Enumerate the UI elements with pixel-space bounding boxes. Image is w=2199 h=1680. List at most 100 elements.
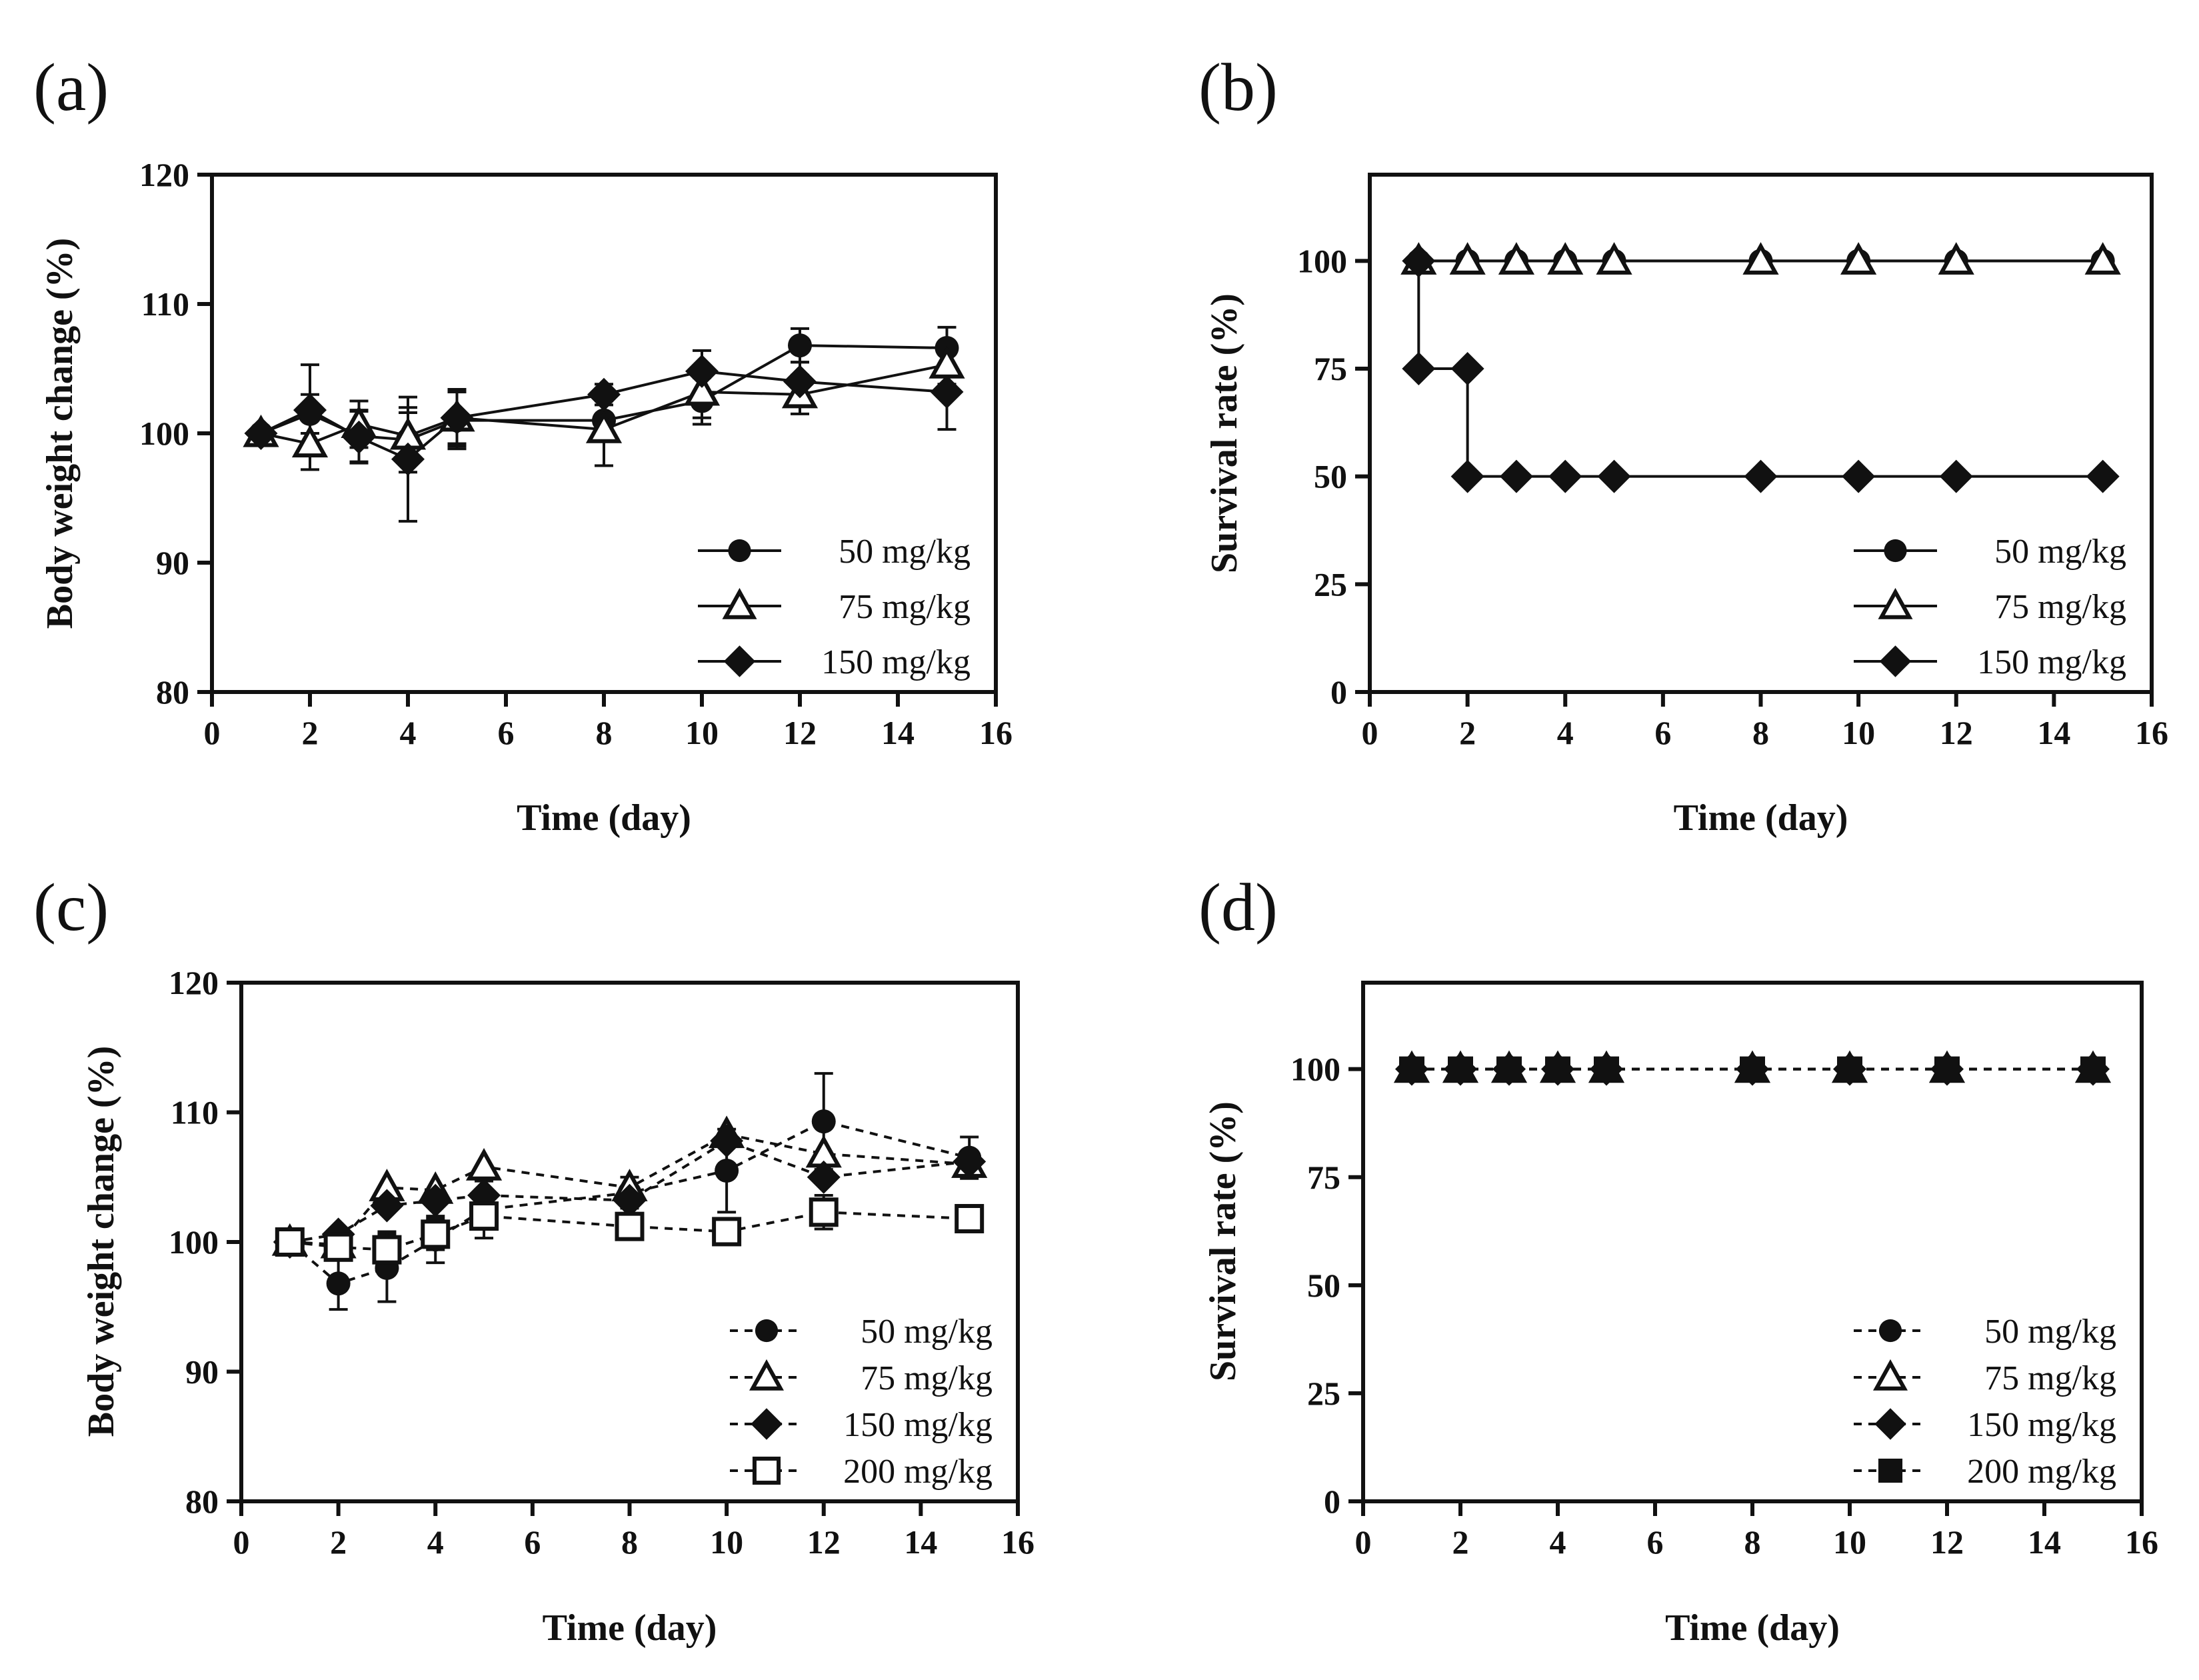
legend-marker <box>1884 539 1907 563</box>
y-tick-label: 100 <box>139 415 189 452</box>
x-axis-title: Time (day) <box>1674 797 1848 839</box>
data-point <box>1402 352 1436 385</box>
chart-panel-c: (c) 0 2 4 6 8 10 12 14 16 80 90 100 110 120 Time (day) B… <box>33 870 1035 1649</box>
x-tick-label: 6 <box>498 714 515 751</box>
data-point <box>2084 242 2121 275</box>
series-line <box>1417 261 2103 478</box>
data-point <box>1499 459 1533 493</box>
legend-marker <box>723 645 756 677</box>
data-point <box>1744 459 1778 493</box>
x-tick-label: 2 <box>302 714 319 751</box>
y-tick-label: 25 <box>1307 1375 1340 1412</box>
y-tick-label: 120 <box>139 156 189 193</box>
x-tick-label: 14 <box>881 714 915 751</box>
x-tick-label: 2 <box>1452 1523 1469 1561</box>
data-point <box>1837 1056 1862 1082</box>
x-tick-label: 10 <box>1842 714 1875 751</box>
legend-label: 75 mg/kg <box>1994 588 2126 626</box>
data-point <box>1939 459 1973 493</box>
legend-marker <box>1878 1458 1903 1483</box>
x-tick-label: 12 <box>1930 1523 1964 1561</box>
legend-label: 150 mg/kg <box>821 643 971 681</box>
data-point <box>1842 459 1876 493</box>
panel-label-b: (b) <box>1198 50 1278 125</box>
data-point <box>372 1235 402 1265</box>
x-tick-label: 8 <box>596 714 613 751</box>
data-point <box>1740 1056 1765 1082</box>
x-tick-label: 8 <box>621 1523 638 1561</box>
x-tick-label: 8 <box>1752 714 1769 751</box>
legend-marker <box>751 1408 783 1440</box>
data-point <box>1934 1056 1960 1082</box>
data-point <box>440 401 474 435</box>
data-point <box>1938 242 1974 275</box>
y-tick-label: 75 <box>1314 350 1347 387</box>
data-point <box>811 1109 836 1134</box>
data-point <box>1594 1056 1619 1082</box>
data-point <box>1450 352 1484 385</box>
legend-label: 50 mg/kg <box>1984 1313 2116 1351</box>
legend-marker <box>1874 1408 1906 1440</box>
x-tick-label: 10 <box>1833 1523 1866 1561</box>
data-point <box>1496 1056 1522 1082</box>
legend-label: 75 mg/kg <box>1984 1359 2116 1397</box>
y-tick-label: 0 <box>1324 1483 1340 1520</box>
data-point <box>1547 242 1584 275</box>
x-tick-label: 6 <box>1647 1523 1664 1561</box>
x-tick-label: 4 <box>1557 714 1574 751</box>
data-point <box>1597 459 1631 493</box>
data-point <box>955 1203 985 1233</box>
y-tick-label: 120 <box>169 964 219 1001</box>
legend-marker <box>722 587 757 619</box>
y-tick-label: 80 <box>156 673 189 711</box>
x-tick-label: 12 <box>807 1523 841 1561</box>
x-tick-label: 0 <box>1355 1523 1372 1561</box>
data-point <box>275 1227 305 1257</box>
y-axis-title: Body weight change (%) <box>39 238 81 629</box>
panel-label-c: (c) <box>33 870 109 945</box>
data-point <box>710 1124 744 1158</box>
data-point <box>1399 1056 1424 1082</box>
data-point <box>809 1197 839 1227</box>
legend-label: 200 mg/kg <box>1967 1453 2116 1491</box>
x-axis-title: Time (day) <box>517 797 691 839</box>
y-tick-label: 90 <box>156 544 189 581</box>
legend-label: 50 mg/kg <box>861 1313 993 1351</box>
data-point <box>788 333 812 358</box>
y-tick-label: 100 <box>1297 242 1347 279</box>
y-tick-label: 110 <box>141 285 189 323</box>
y-axis-title: Survival rate (%) <box>1204 293 1245 573</box>
data-point <box>2086 459 2120 493</box>
x-tick-label: 2 <box>330 1523 347 1561</box>
legend-marker <box>755 1319 779 1343</box>
series-line <box>289 1139 970 1243</box>
data-point <box>615 1211 645 1241</box>
x-tick-label: 6 <box>524 1523 541 1561</box>
y-tick-label: 0 <box>1330 673 1347 711</box>
panel-label-d: (d) <box>1198 870 1278 945</box>
data-point <box>1450 459 1484 493</box>
legend-label: 50 mg/kg <box>1994 533 2126 571</box>
data-point <box>587 377 621 411</box>
x-tick-label: 14 <box>904 1523 937 1561</box>
x-tick-label: 14 <box>2037 714 2070 751</box>
data-point <box>1449 242 1486 275</box>
data-point <box>930 375 964 409</box>
legend-label: 75 mg/kg <box>861 1359 993 1397</box>
data-point <box>323 1232 353 1262</box>
data-point <box>613 1183 647 1217</box>
data-point <box>370 1189 404 1223</box>
data-point <box>683 373 721 406</box>
legend-label: 200 mg/kg <box>843 1453 993 1491</box>
x-tick-label: 4 <box>1550 1523 1566 1561</box>
data-point <box>2080 1056 2106 1082</box>
x-tick-label: 16 <box>2125 1523 2158 1561</box>
legend-marker <box>1879 645 1912 677</box>
x-tick-label: 16 <box>1001 1523 1035 1561</box>
data-point <box>465 1148 503 1181</box>
x-tick-label: 4 <box>427 1523 444 1561</box>
x-tick-label: 0 <box>233 1523 250 1561</box>
y-tick-label: 110 <box>171 1094 219 1131</box>
series-line <box>289 1119 970 1285</box>
